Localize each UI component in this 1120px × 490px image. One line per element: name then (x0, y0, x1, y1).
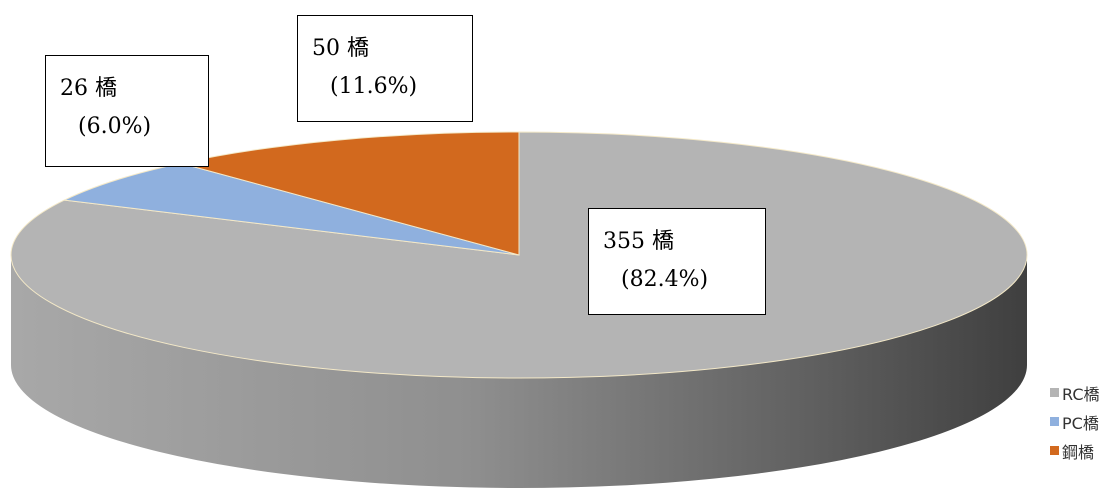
pie-side-rc (11, 255, 1027, 488)
percent-label-rc: (82.4%) (621, 267, 709, 292)
count-label-pc: 26 橋 (60, 76, 117, 101)
legend-swatch-pc (1050, 417, 1059, 426)
pie-side-wall (11, 255, 1027, 488)
percent-label-pc: (6.0%) (78, 114, 152, 139)
callout-steel: 50 橋 (11.6%) (297, 15, 473, 122)
legend-label-rc: RC橋 (1062, 384, 1100, 404)
percent-label-steel: (11.6%) (330, 74, 418, 99)
legend-label-pc: PC橋 (1062, 413, 1099, 433)
pie-top-face (10, 131, 1028, 379)
count-label-steel: 50 橋 (312, 36, 369, 61)
callout-rc: 355 橋 (82.4%) (588, 208, 766, 315)
legend-item-rc: RC橋 (1050, 378, 1100, 407)
legend-swatch-steel (1050, 446, 1059, 455)
legend-item-pc: PC橋 (1050, 407, 1100, 436)
legend-label-steel: 鋼橋 (1062, 442, 1095, 462)
legend: RC橋 PC橋 鋼橋 (1050, 378, 1100, 465)
count-label-rc: 355 橋 (603, 229, 674, 254)
pie-slice-steel (180, 131, 520, 256)
callout-pc: 26 橋 (6.0%) (45, 55, 209, 167)
legend-item-steel: 鋼橋 (1050, 436, 1100, 465)
legend-swatch-rc (1050, 388, 1059, 397)
